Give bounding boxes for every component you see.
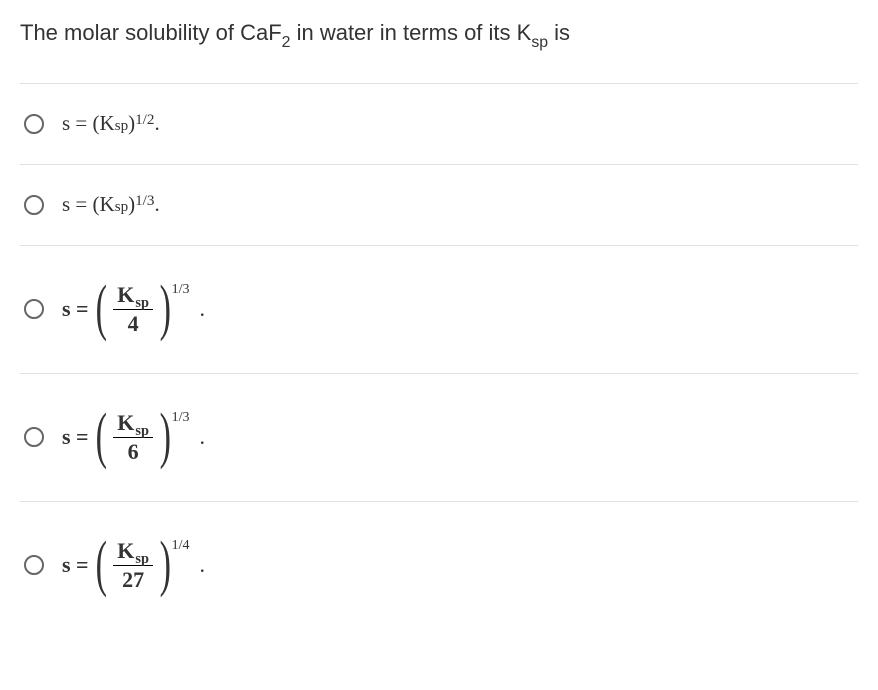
ksp-subscript: sp xyxy=(531,34,548,51)
option-3[interactable]: s = ( Ksp 4 ) 1/3 . xyxy=(20,246,858,374)
fraction: Ksp 6 xyxy=(113,410,153,463)
numerator: Ksp xyxy=(113,538,153,563)
option-3-formula: s = ( Ksp 4 ) 1/3 . xyxy=(62,282,205,335)
formula-trail: . xyxy=(154,192,159,217)
formula-seq: s = xyxy=(62,296,89,322)
right-paren-icon: ) xyxy=(160,284,171,334)
formula-trail: . xyxy=(154,111,159,136)
numerator: Ksp xyxy=(113,282,153,307)
formula-seq: s = xyxy=(62,424,89,450)
formula-exp: 1/2 xyxy=(135,112,154,129)
denominator: 27 xyxy=(118,567,148,592)
left-paren-icon: ( xyxy=(95,540,106,590)
right-paren-icon: ) xyxy=(160,540,171,590)
right-paren-icon: ) xyxy=(160,412,171,462)
option-4-formula: s = ( Ksp 6 ) 1/3 . xyxy=(62,410,205,463)
option-2[interactable]: s = (Ksp)1/3. xyxy=(20,165,858,246)
formula-lead: s = (K xyxy=(62,192,115,217)
fraction: Ksp 4 xyxy=(113,282,153,335)
option-5-formula: s = ( Ksp 27 ) 1/4 . xyxy=(62,538,205,591)
option-2-formula: s = (Ksp)1/3. xyxy=(62,192,160,217)
outer-exponent: 1/3 xyxy=(172,410,190,426)
radio-icon xyxy=(24,114,44,134)
outer-exponent: 1/3 xyxy=(172,282,190,298)
options-list: s = (Ksp)1/2. s = (Ksp)1/3. s = ( Ksp 4 … xyxy=(20,83,858,629)
option-1[interactable]: s = (Ksp)1/2. xyxy=(20,84,858,165)
caf2-subscript: 2 xyxy=(282,34,291,51)
num-k: K xyxy=(117,410,134,435)
formula-trail: . xyxy=(199,296,205,322)
option-5[interactable]: s = ( Ksp 27 ) 1/4 . xyxy=(20,502,858,629)
formula-sub: sp xyxy=(115,199,128,216)
num-sub: sp xyxy=(135,551,149,567)
question-part-1: The molar solubility of CaF xyxy=(20,20,282,45)
radio-icon xyxy=(24,195,44,215)
question-part-2: in water in terms of its K xyxy=(290,20,531,45)
formula-mid: ) xyxy=(128,192,135,217)
radio-icon xyxy=(24,299,44,319)
formula-mid: ) xyxy=(128,111,135,136)
option-1-formula: s = (Ksp)1/2. xyxy=(62,111,160,136)
num-k: K xyxy=(117,538,134,563)
left-paren-icon: ( xyxy=(95,412,106,462)
formula-lead: s = (K xyxy=(62,111,115,136)
denominator: 6 xyxy=(124,439,143,464)
option-4[interactable]: s = ( Ksp 6 ) 1/3 . xyxy=(20,374,858,502)
formula-trail: . xyxy=(199,424,205,450)
denominator: 4 xyxy=(124,311,143,336)
fraction: Ksp 27 xyxy=(113,538,153,591)
radio-icon xyxy=(24,555,44,575)
formula-exp: 1/3 xyxy=(135,193,154,210)
num-sub: sp xyxy=(135,423,149,439)
radio-icon xyxy=(24,427,44,447)
question-text: The molar solubility of CaF2 in water in… xyxy=(20,18,858,53)
question-part-3: is xyxy=(548,20,570,45)
outer-exponent: 1/4 xyxy=(172,538,190,554)
num-sub: sp xyxy=(135,295,149,311)
num-k: K xyxy=(117,282,134,307)
numerator: Ksp xyxy=(113,410,153,435)
formula-seq: s = xyxy=(62,552,89,578)
left-paren-icon: ( xyxy=(95,284,106,334)
formula-trail: . xyxy=(199,552,205,578)
formula-sub: sp xyxy=(115,118,128,135)
